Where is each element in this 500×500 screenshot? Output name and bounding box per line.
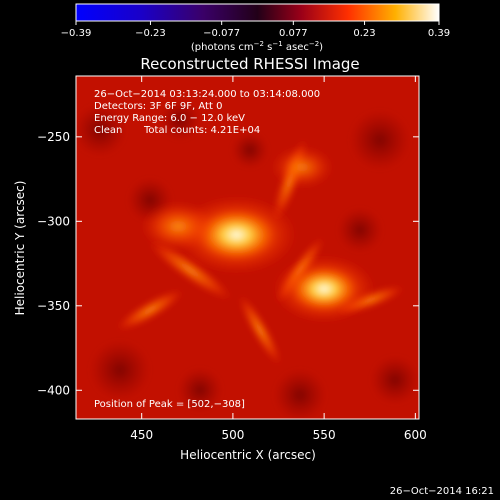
peak-position-label: Position of Peak = [502,−308] (94, 399, 245, 410)
colorbar-tick-label: −0.077 (203, 28, 240, 39)
y-tick-label: −350 (37, 299, 70, 313)
y-tick-label: −300 (37, 214, 70, 228)
colorbar-ticks: −0.39 −0.23 −0.077 0.077 0.23 0.39 (61, 21, 450, 39)
y-axis: −250 −300 −350 −400 (37, 130, 419, 397)
source-blob (290, 266, 359, 312)
annotation-method: Clean (94, 125, 122, 136)
heatmap-image (76, 76, 419, 419)
colorbar-tick-label: 0.23 (353, 28, 375, 39)
annotation-block: 26−Oct−2014 03:13:24.000 to 03:14:08.000… (94, 89, 320, 136)
source-blob (153, 209, 203, 243)
y-axis-label: Heliocentric Y (arcsec) (13, 181, 27, 316)
colorbar-tick-label: −0.39 (61, 28, 92, 39)
annotation-detectors: Detectors: 3F 6F 9F, Att 0 (94, 101, 222, 112)
x-tick-label: 550 (313, 428, 336, 442)
x-tick-label: 450 (130, 428, 153, 442)
source-blob (281, 153, 323, 182)
x-axis: 450 500 550 600 (130, 76, 427, 442)
colorbar: −0.39 −0.23 −0.077 0.077 0.23 0.39 (photons c… (61, 3, 450, 53)
colorbar-ramp (75, 3, 440, 22)
x-tick-label: 600 (404, 428, 427, 442)
x-tick-label: 500 (221, 428, 244, 442)
plot-frame (75, 75, 420, 420)
chart-title: Reconstructed RHESSI Image (140, 55, 359, 73)
y-tick-label: −400 (37, 383, 70, 397)
annotation-total-counts: Total counts: 4.21E+04 (143, 125, 260, 136)
annotation-time-range: 26−Oct−2014 03:13:24.000 to 03:14:08.000 (94, 89, 320, 100)
colorbar-unit: (photons cm−2 s−1 asec−2) (191, 40, 323, 53)
footer-timestamp: 26−Oct−2014 16:21 (390, 486, 494, 497)
colorbar-tick-label: 0.077 (279, 28, 308, 39)
x-axis-label: Heliocentric X (arcsec) (180, 448, 316, 462)
colorbar-tick-label: 0.39 (428, 28, 450, 39)
colorbar-tick-label: −0.23 (135, 28, 166, 39)
annotation-energy-range: Energy Range: 6.0 − 12.0 keV (94, 113, 245, 124)
source-blob (196, 208, 277, 261)
y-tick-label: −250 (37, 130, 70, 144)
